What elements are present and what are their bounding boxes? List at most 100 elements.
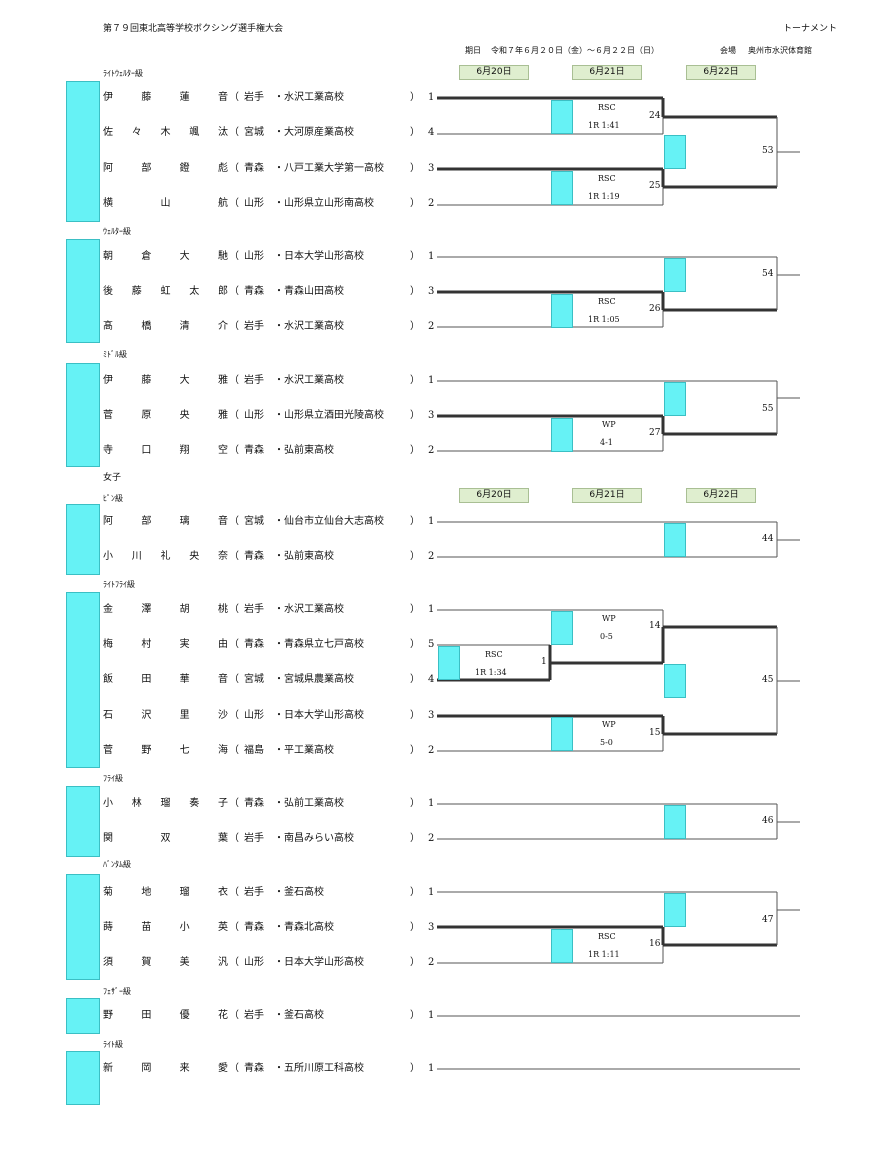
paren-open: （ (229, 710, 239, 721)
player-name: 髙橋清介 (103, 321, 228, 333)
result-detail: 1R 1:05 (588, 315, 620, 324)
player-name-char: 沢 (141, 710, 152, 721)
player-name-char: 寺 (103, 445, 113, 456)
player-school: ・南昌みらい高校 (274, 833, 354, 844)
player-name-char: 奈 (218, 551, 228, 562)
section-light-fly: ﾗｲﾄﾌﾗｲ級 (103, 580, 135, 589)
player-name: 小林瑠奏子 (103, 798, 228, 810)
bout-number: 15 (649, 728, 661, 738)
player-name-char: 颯 (189, 127, 200, 138)
result-detail: 1R 1:19 (588, 192, 620, 201)
player-name-char: 空 (217, 445, 228, 456)
player-name-char: 阿 (103, 163, 113, 174)
player-name-char: 太 (189, 286, 200, 297)
player-name-char: 関 (103, 833, 113, 844)
paren-close: ） (410, 198, 420, 209)
result-detail: 1R 1:34 (475, 668, 507, 677)
paren-open: （ (229, 92, 239, 103)
class-box-feather (66, 998, 100, 1034)
player-name-char: 蓮 (179, 92, 190, 103)
player-name-char: 澤 (141, 604, 152, 615)
player-name-char: 原 (141, 410, 152, 421)
draw-number: 2 (428, 833, 435, 844)
player-name-char: 介 (217, 321, 228, 332)
player-prefecture: 山形 (244, 198, 264, 209)
player-name-char: 央 (189, 551, 200, 562)
player-school: ・八戸工業大学第一高校 (274, 163, 384, 174)
player-name-char: 汎 (217, 957, 228, 968)
date-col-day1: 6月20日 (459, 65, 529, 80)
result-method: RSC (598, 103, 616, 112)
player-name-char: 優 (179, 1010, 190, 1021)
player-name-char: 石 (103, 710, 113, 721)
player-name-char: 雅 (217, 410, 228, 421)
paren-open: （ (229, 375, 239, 386)
bout-box (551, 611, 573, 645)
player-name-char: 虹 (160, 286, 171, 297)
result-method: WP (602, 720, 616, 729)
section-fly: ﾌﾗｲ級 (103, 774, 123, 783)
paren-open: （ (229, 251, 239, 262)
player-name-char: 苗 (141, 922, 152, 933)
bout-box (438, 646, 460, 680)
section-light-welter: ﾗｲﾄｳｪﾙﾀｰ級 (103, 69, 143, 78)
draw-number: 1 (428, 375, 435, 386)
bout-number: 27 (649, 428, 661, 438)
player-name-char: 橋 (141, 321, 152, 332)
draw-number: 2 (428, 445, 435, 456)
player-name-char: 藤 (141, 375, 152, 386)
player-name-char: 葉 (218, 833, 228, 844)
player-name-char: 音 (217, 92, 228, 103)
player-school: ・大河原産業高校 (274, 127, 354, 138)
draw-number: 3 (428, 922, 435, 933)
player-prefecture: 岩手 (244, 604, 264, 615)
result-method: RSC (598, 174, 616, 183)
player-name-char: 桃 (217, 604, 228, 615)
draw-number: 4 (428, 674, 435, 685)
paren-close: ） (410, 639, 420, 650)
player-name-char: 翔 (179, 445, 190, 456)
draw-number: 2 (428, 551, 435, 562)
player-prefecture: 宮城 (244, 516, 264, 527)
player-prefecture: 岩手 (244, 375, 264, 386)
player-name-char: 郎 (218, 286, 228, 297)
venue-label: 会場 (720, 46, 736, 55)
paren-open: （ (229, 445, 239, 456)
player-name-char: 菅 (103, 410, 113, 421)
paren-close: ） (410, 251, 420, 262)
draw-number: 3 (428, 710, 435, 721)
player-name-char: 髙 (103, 321, 113, 332)
draw-number: 4 (428, 127, 435, 138)
player-name-char: 川 (131, 551, 142, 562)
paren-close: ） (410, 833, 420, 844)
bout-number: 26 (649, 304, 661, 314)
player-name-char: 村 (141, 639, 152, 650)
player-prefecture: 山形 (244, 251, 264, 262)
paren-close: ） (410, 127, 420, 138)
player-name: 新岡来愛 (103, 1063, 228, 1075)
player-prefecture: 岩手 (244, 321, 264, 332)
player-school: ・弘前東高校 (274, 445, 334, 456)
player-name-char: 地 (141, 887, 152, 898)
player-name: 飯田華音 (103, 674, 228, 686)
player-name-char: 子 (218, 798, 228, 809)
player-name-char: 伊 (103, 92, 113, 103)
paren-close: ） (410, 745, 420, 756)
player-name-char: 部 (141, 163, 152, 174)
venue-value: 奥州市水沢体育館 (748, 46, 812, 55)
paren-open: （ (229, 639, 239, 650)
bout-number: 14 (649, 621, 661, 631)
player-name-char: 彪 (217, 163, 228, 174)
player-name-char: 梅 (103, 639, 113, 650)
bout-box (551, 418, 573, 452)
class-box-bantam (66, 874, 100, 980)
paren-close: ） (410, 410, 420, 421)
paren-open: （ (229, 922, 239, 933)
bout-box (664, 664, 686, 698)
paren-open: （ (229, 957, 239, 968)
section-women: 女子 (103, 473, 122, 483)
bout-box (664, 135, 686, 169)
paren-close: ） (410, 1010, 420, 1021)
bout-box (551, 294, 573, 328)
bout-box (664, 382, 686, 416)
